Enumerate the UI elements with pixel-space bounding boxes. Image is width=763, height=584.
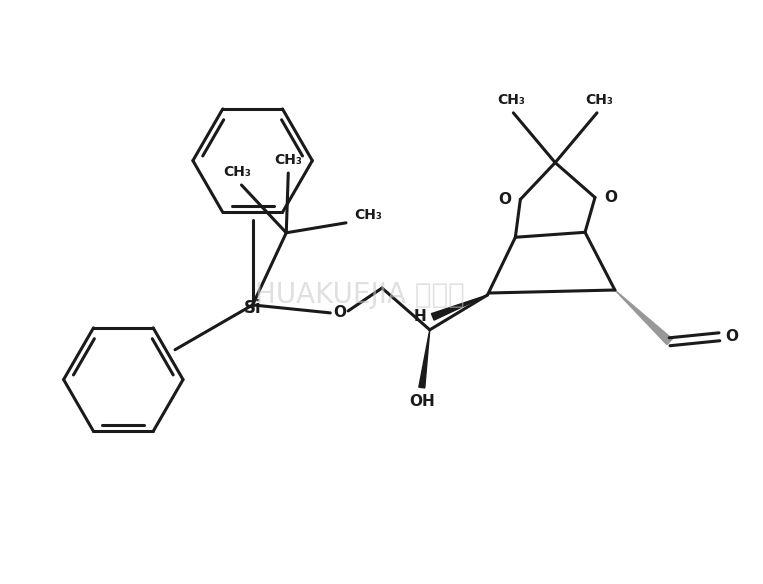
Text: CH₃: CH₃ [275,153,302,167]
Text: HUAKUEJIA 化学加: HUAKUEJIA 化学加 [256,281,465,309]
Polygon shape [431,295,488,320]
Text: Si: Si [244,299,262,317]
Polygon shape [615,290,672,345]
Polygon shape [419,330,430,388]
Text: CH₃: CH₃ [354,208,382,222]
Text: H: H [414,310,427,324]
Text: CH₃: CH₃ [497,93,525,107]
Text: CH₃: CH₃ [224,165,252,179]
Text: O: O [725,329,738,345]
Text: OH: OH [409,394,435,409]
Text: O: O [604,190,617,205]
Text: O: O [498,192,511,207]
Text: CH₃: CH₃ [585,93,613,107]
Text: O: O [333,305,346,321]
